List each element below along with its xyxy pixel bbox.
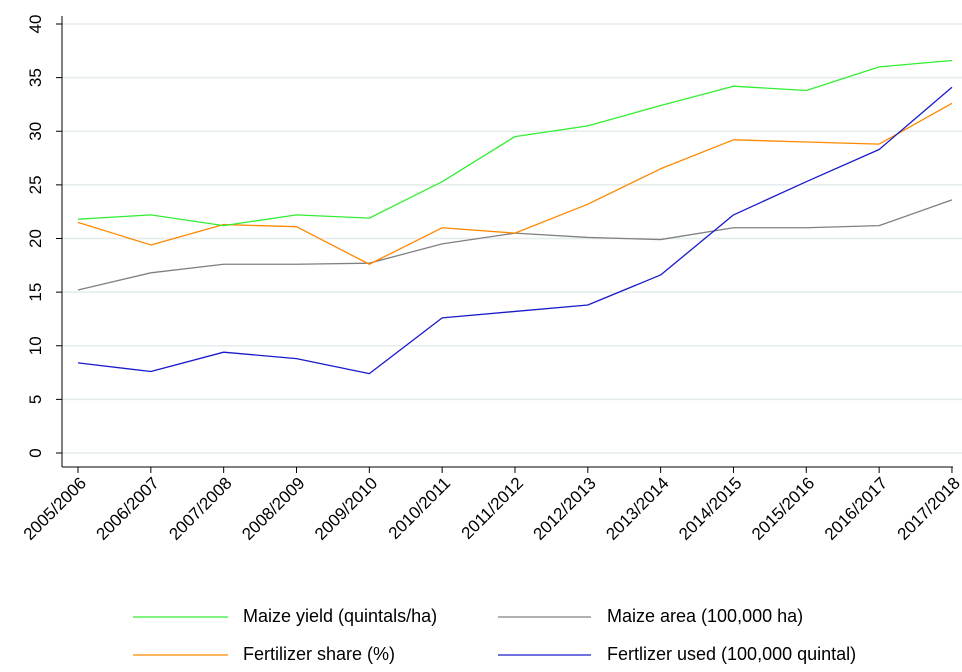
legend-label: Maize yield (quintals/ha) [243, 606, 437, 626]
y-tick-label: 40 [26, 15, 45, 34]
legend-label: Fertlizer used (100,000 quintal) [607, 644, 856, 664]
series-lines [77, 59, 953, 375]
legend-item: Fertilizer share (%) [133, 644, 395, 664]
axes [56, 16, 953, 473]
legend-label: Maize area (100,000 ha) [607, 606, 803, 626]
x-tick-label: 2006/2007 [93, 474, 163, 544]
y-tick-label: 30 [26, 122, 45, 141]
y-tick-label: 20 [26, 229, 45, 248]
series-line-3 [77, 102, 953, 265]
x-tick-label: 2010/2011 [385, 474, 454, 543]
x-tick-label: 2008/2009 [238, 474, 308, 544]
x-tick-labels: 2005/2006 2006/2007 2007/2008 2008/2009 2009… [20, 474, 962, 544]
x-tick-label: 2009/2010 [311, 474, 381, 544]
x-tick-label: 2012/2013 [530, 474, 600, 544]
x-tick-label: 2011/2012 [458, 474, 527, 543]
x-tick-label: 2016/2017 [821, 474, 891, 544]
grid-lines [62, 23, 962, 454]
y-tick-label: 5 [26, 395, 45, 404]
x-tick-label: 2005/2006 [20, 474, 90, 544]
y-tick-labels: 0 5 10 15 20 25 30 35 40 [26, 15, 45, 458]
y-tick-label: 35 [26, 68, 45, 87]
legend-item: Maize area (100,000 ha) [498, 606, 803, 626]
x-tick-label: 2017/2018 [894, 474, 962, 544]
legend-item: Fertlizer used (100,000 quintal) [498, 644, 856, 664]
series-line-4 [77, 86, 953, 375]
series-line-1 [77, 59, 953, 227]
x-tick-label: 2014/2015 [675, 474, 745, 544]
legend-label: Fertilizer share (%) [243, 644, 395, 664]
y-tick-label: 25 [26, 175, 45, 194]
legend-item: Maize yield (quintals/ha) [133, 606, 437, 626]
x-tick-label: 2013/2014 [602, 474, 672, 544]
y-tick-label: 15 [26, 283, 45, 302]
y-tick-label: 10 [26, 336, 45, 355]
x-tick-label: 2015/2016 [748, 474, 818, 544]
x-tick-label: 2007/2008 [165, 474, 235, 544]
y-tick-label: 0 [26, 448, 45, 457]
legend: Maize yield (quintals/ha) Maize area (100… [133, 606, 856, 664]
series-line-2 [77, 199, 953, 291]
